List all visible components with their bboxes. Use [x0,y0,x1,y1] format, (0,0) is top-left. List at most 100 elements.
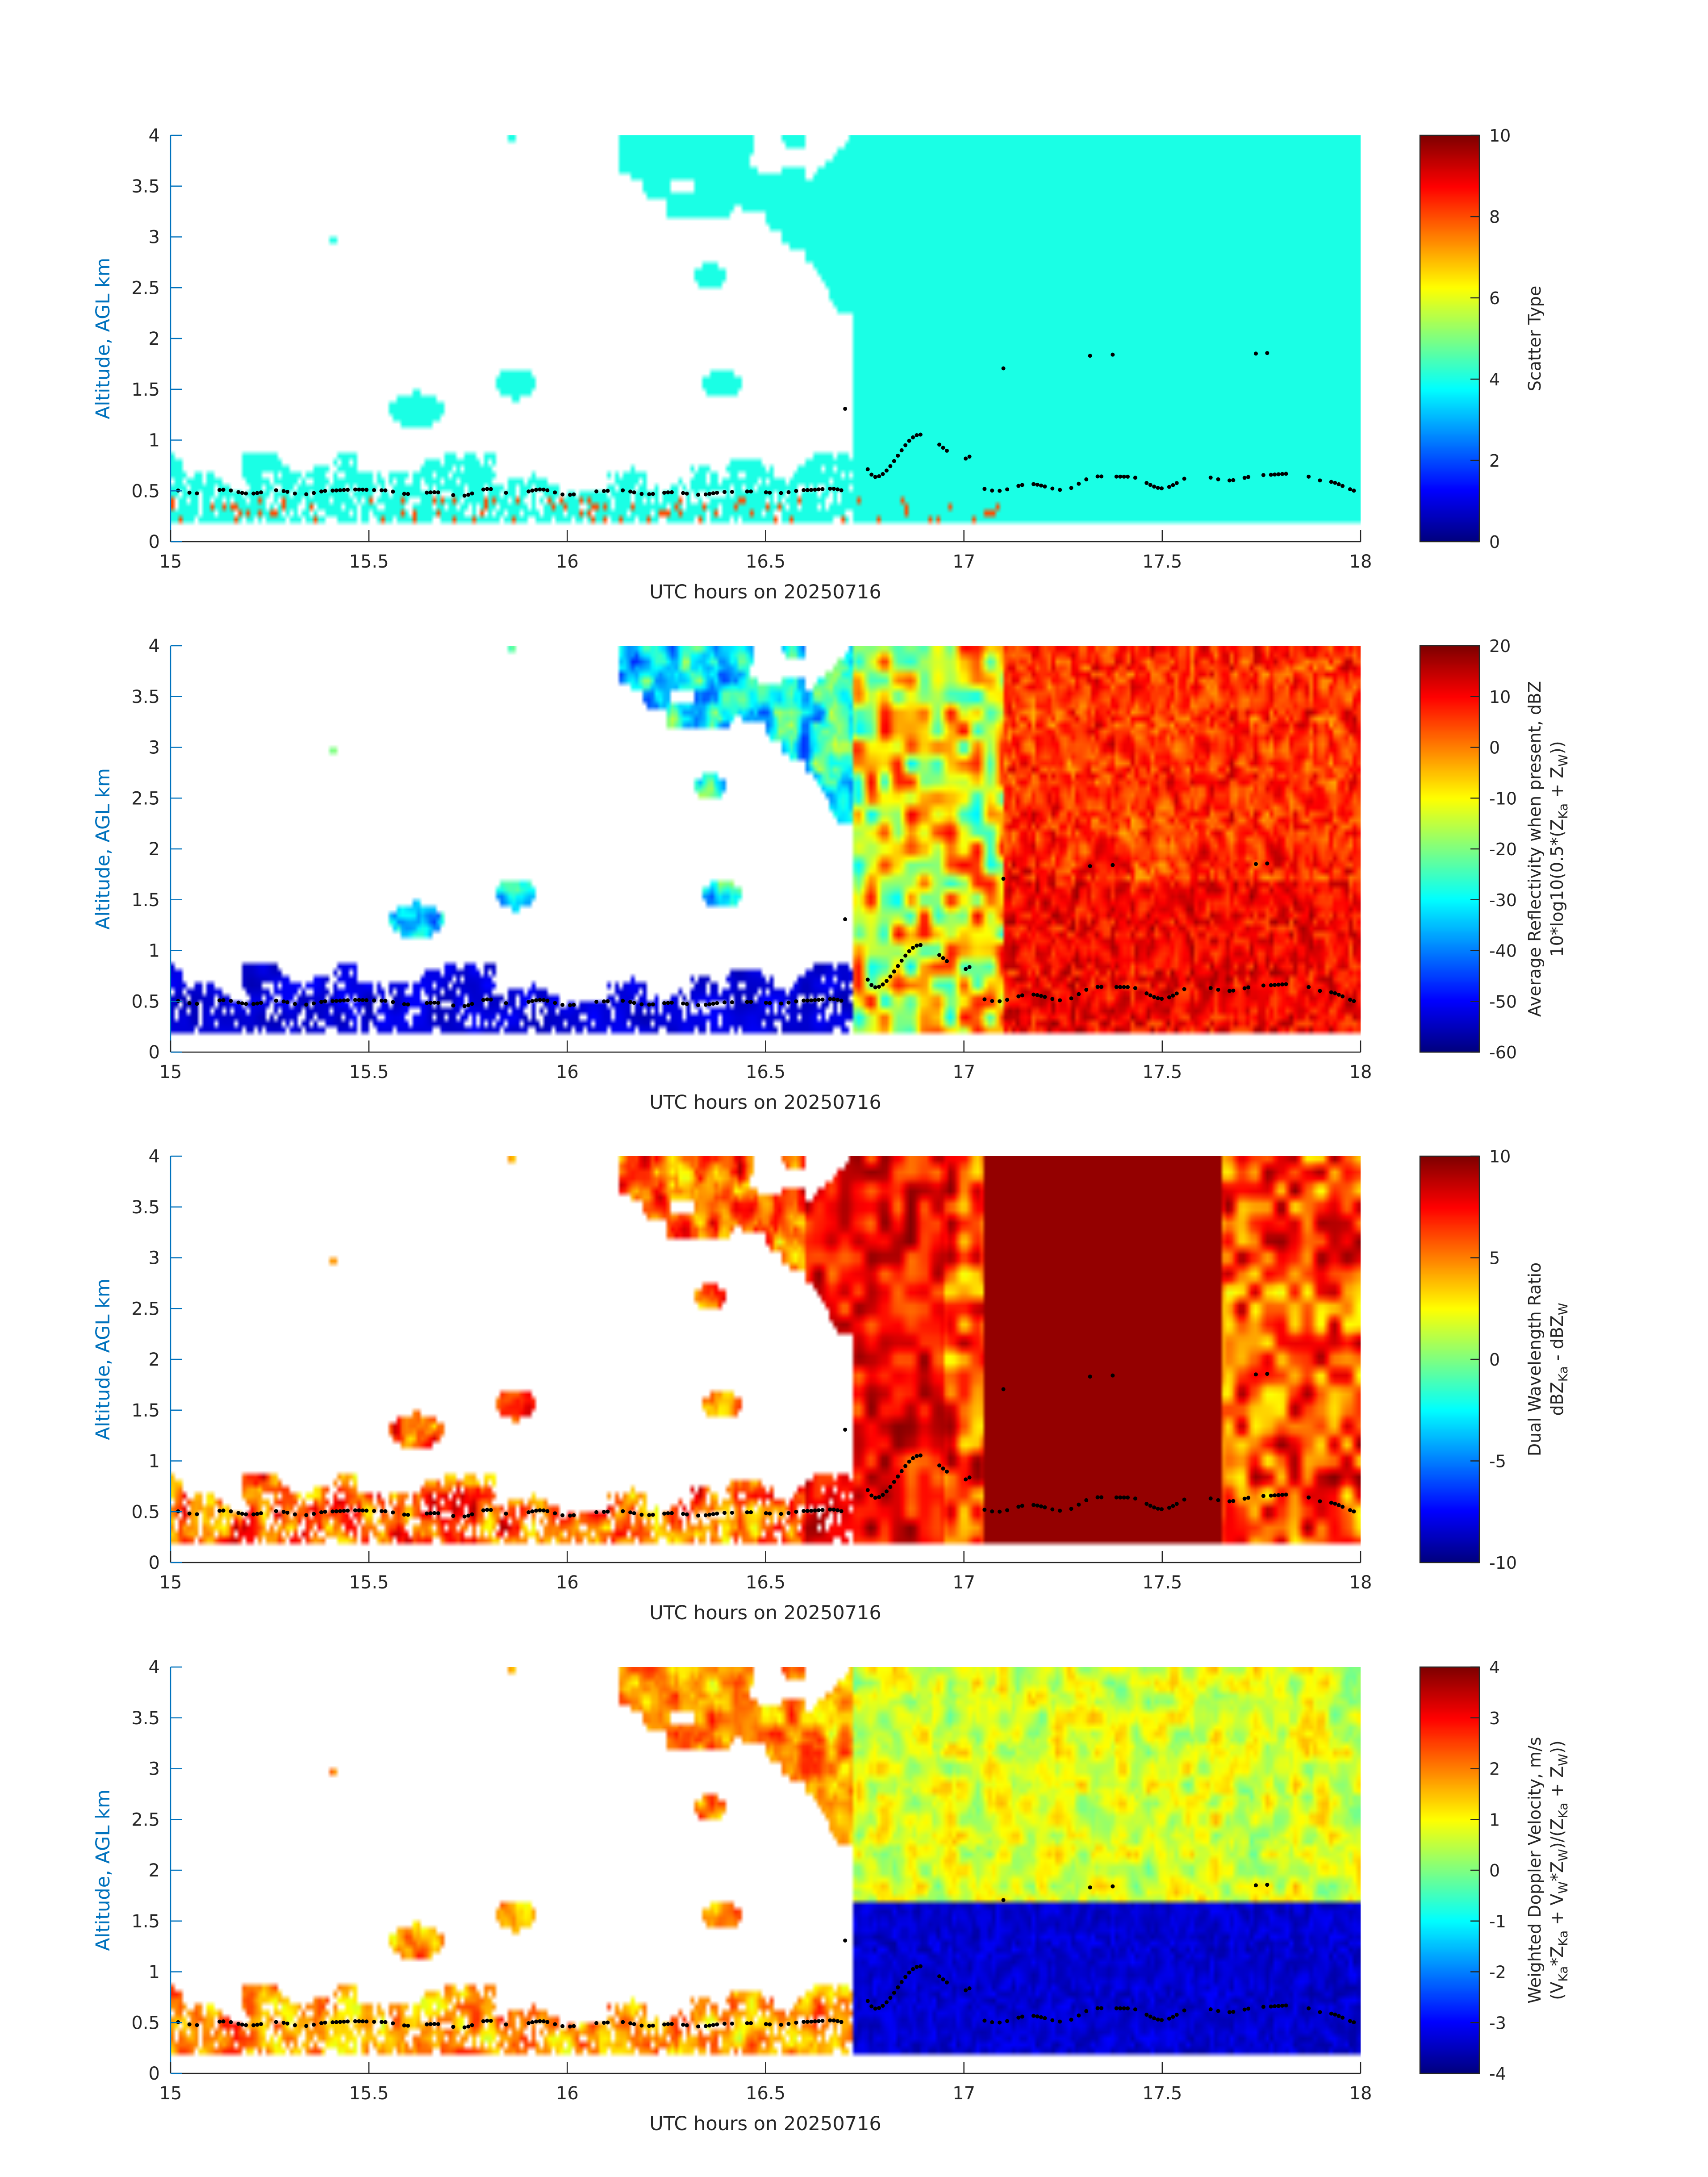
y-tick-label: 4 [149,1146,160,1167]
cloud-base-dot [786,1511,791,1515]
cloud-base-dot [428,2022,433,2027]
cloud-base-dot [1273,1493,1277,1498]
cloud-base-dot [669,490,674,494]
cloud-base-dot [730,1000,734,1004]
cloud-base-dot [884,979,889,983]
cloud-base-dot [360,1508,365,1513]
cloud-base-dot [628,489,633,494]
cloud-base-dot [722,2022,727,2026]
cloud-base-dot [545,999,550,1003]
cloud-base-dot [681,1512,685,1516]
cloud-base-dot [651,492,655,496]
cloud-base-dot [768,1001,772,1005]
cloud-base-dot [805,998,810,1003]
cloud-base-dot [639,1513,644,1517]
y-tick-label: 3.5 [131,1708,160,1729]
cloud-base-dot [541,1508,546,1513]
cloud-base-dot [274,2020,278,2024]
cloud-base-dot [828,1507,832,1512]
cloud-base-dot [312,2022,316,2027]
cloud-base-dot [251,491,256,496]
cloud-base-dot [817,2019,821,2023]
cloud-base-dot [873,475,877,479]
cloud-base-dot [304,1513,309,1517]
scatter-type-xlabel: UTC hours on 20250716 [649,581,881,603]
cloud-base-dot [869,983,874,987]
cloud-base-dot [606,2020,610,2025]
cloud-base-dot [786,1000,791,1005]
formula-part: )) [1547,1740,1567,1754]
cloud-base-dot [1329,480,1333,484]
cloud-base-dot [1156,2017,1160,2022]
cloud-base-dot [568,1513,572,1518]
cloud-base-dot [1031,1503,1036,1507]
cloud-base-dot [707,1513,712,1517]
cloud-base-dot [572,1003,576,1007]
doppler-axes: 15 15.5 16 16.5 17 17.5 18 0 0.5 1 1.5 2 2.5 3 3.5 4 [131,1657,1372,2104]
cloud-base-dot [1227,2010,1232,2014]
cloud-base-dot [1265,861,1270,866]
cloud-base-dot [1242,1496,1247,1501]
cloud-base-dot [896,1474,900,1479]
y-tick-label: 1.5 [131,380,160,400]
cloud-base-dot [964,1988,968,1993]
cloud-base-dot [899,1469,904,1473]
x-tick-label: 15.5 [349,2083,389,2104]
cloud-base-dot [195,1512,199,1517]
cloud-base-dot [888,1485,893,1489]
cloud-base-dot [779,491,783,495]
cloud-base-dot [1174,481,1179,485]
cloud-base-dot [1035,2014,1040,2018]
cloud-base-dot [195,2023,199,2027]
cloud-base-dot [884,2000,889,2005]
reflectivity-colorbar-label: Average Reflectivity when present, dBZ [1525,681,1545,1017]
cloud-base-dot [1280,982,1285,986]
y-tick-label: 0.5 [131,1502,160,1522]
cloud-base-dot [545,2020,550,2024]
cloud-base-dot [1122,2006,1126,2010]
cloud-base-dot [221,1508,226,1513]
cloud-base-dot [451,1003,455,1008]
cloud-base-dot [485,2018,489,2023]
cloud-base-dot [1246,985,1251,990]
cloud-base-dot [538,487,542,492]
cloud-base-dot [1077,2013,1081,2018]
cloud-base-dot [915,944,919,948]
cloud-base-dot [1099,1495,1103,1500]
cloud-base-dot [794,999,798,1003]
cloud-base-dot [481,998,485,1002]
cloud-base-dot [647,1003,651,1007]
x-tick-label: 17 [952,1572,975,1593]
cloud-base-dot [244,2023,248,2027]
cloud-base-dot [1118,474,1123,479]
cloud-base-dot [628,1000,633,1004]
cloud-base-dot [745,2021,749,2026]
cloud-base-dot [869,1493,874,1498]
dwr-heatmap [171,1156,1361,1563]
cloud-base-dot [828,997,832,1001]
x-tick-label: 16 [556,2083,579,2104]
panel-scatter-type: 15 15.5 16 16.5 17 17.5 18 0 0.5 1 1.5 2 2.5 3 3.5 4 UT… [92,125,1545,603]
cloud-base-dot [1126,985,1130,989]
cloud-base-dot [1152,2016,1157,2021]
cloud-base-dot [187,2022,192,2027]
cloud-base-dot [831,487,836,491]
formula-part: (V [1547,1982,1567,2000]
cloud-base-dot [504,2022,508,2027]
cloud-base-dot [813,1508,817,1513]
scatter-type-heatmap [171,135,1361,542]
cloud-base-dot [711,491,715,496]
cloud-base-dot [217,998,222,1003]
colorbar-tick-label: 10 [1489,126,1511,146]
scatter-type-colorbar-ticks: 0 2 4 6 8 10 [1419,126,1511,552]
cloud-base-dot [346,488,350,492]
cloud-base-dot [1208,986,1213,990]
cloud-base-dot [1261,983,1265,988]
cloud-base-dot [1216,2009,1220,2013]
cloud-base-dot [982,2018,987,2023]
cloud-base-dot [481,487,485,492]
y-tick-label: 0.5 [131,2013,160,2033]
cloud-base-dot [255,2022,259,2027]
cloud-base-dot [831,997,836,1002]
cloud-base-dot [353,1508,358,1513]
